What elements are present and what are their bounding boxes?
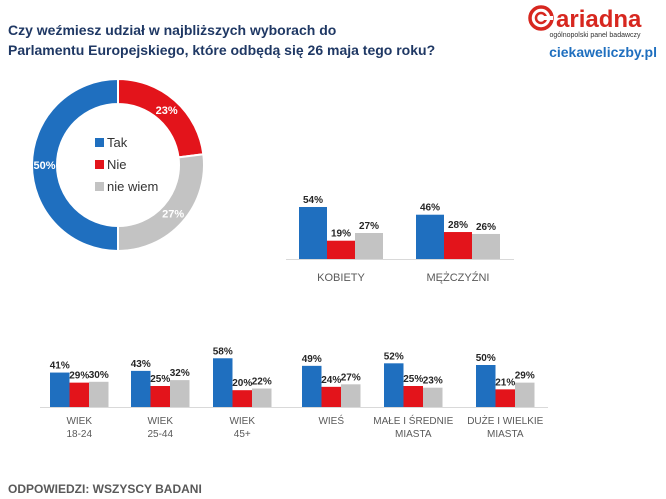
bar-label-mezczyzni-tak: 46% [420, 203, 440, 214]
bar-label-wies-nie-wiem: 27% [341, 372, 361, 383]
category-label-wiek-18-24-2: 18-24 [66, 429, 92, 440]
bar-label-wiek-45-tak: 58% [213, 346, 233, 357]
donut-legend: Tak Nie nie wiem [95, 135, 158, 194]
bar-male-i-srednie-miasta-nie-wiem [423, 387, 443, 407]
bar-kobiety-nie [327, 240, 355, 259]
ariadna-swirl-icon [528, 5, 554, 31]
legend-label-nie: Nie [107, 157, 127, 172]
bar-label-wies-nie: 24% [321, 375, 341, 386]
bar-male-i-srednie-miasta-tak [384, 363, 404, 407]
bar-label-wiek-25-44-tak: 43% [131, 359, 151, 370]
bar-label-wiek-45-nie-wiem: 22% [252, 377, 272, 388]
bar-label-wiek-18-24-nie: 29% [69, 371, 89, 382]
brand-tagline: ogólnopolski panel badawczy [549, 32, 641, 39]
bar-label-duze-i-wielkie-miasta-nie-wiem: 29% [515, 371, 535, 382]
bar-wiek-18-24-nie-wiem [89, 381, 109, 407]
bar-label-male-i-srednie-miasta-nie: 25% [403, 374, 423, 385]
donut-slice-nie-wiem [117, 153, 205, 253]
category-label-wiek-45-2: 45+ [234, 429, 251, 440]
bar-kobiety-nie-wiem [355, 232, 383, 259]
bar-label-duze-i-wielkie-miasta-tak: 50% [476, 353, 496, 364]
legend-swatch-nie-wiem [95, 182, 104, 191]
bar-male-i-srednie-miasta-nie [403, 386, 423, 407]
bar-label-wiek-45-nie: 20% [232, 378, 252, 389]
category-label-male-i-srednie-miasta-2: MIASTA [395, 429, 432, 440]
gender-bar-chart: 54% 19% 27% KOBIETY 46% 28% 26% MĘŻCZYŹNI [286, 195, 514, 284]
bar-mezczyzni-nie-wiem [472, 233, 500, 259]
bar-label-wies-tak: 49% [302, 354, 322, 365]
footer-note: ODPOWIEDZI: WSZYSCY BADANI [8, 482, 202, 496]
category-label-duze-i-wielkie-miasta-2: MIASTA [487, 429, 524, 440]
category-label-duze-i-wielkie-miasta-1: DUŻE I WIELKIE [467, 414, 543, 427]
bar-label-duze-i-wielkie-miasta-nie: 21% [495, 377, 515, 388]
bar-duze-i-wielkie-miasta-nie-wiem [515, 382, 535, 407]
category-label-wies: WIEŚ [318, 414, 344, 427]
bar-duze-i-wielkie-miasta-nie [495, 389, 515, 407]
bar-label-mezczyzni-nie-wiem: 26% [476, 222, 496, 233]
donut-label-nie: 23% [156, 105, 178, 117]
legend-swatch-tak [95, 138, 104, 147]
legend-swatch-nie [95, 160, 104, 169]
bar-wiek-18-24-tak [50, 372, 70, 407]
bar-label-male-i-srednie-miasta-tak: 52% [384, 351, 404, 362]
ariadna-logo: ariadna ogólnopolski panel badawczy [528, 5, 642, 39]
category-label-wiek-45-1: WIEK [229, 416, 255, 427]
title-line-2: Parlamentu Europejskiego, które odbędą s… [8, 42, 435, 58]
donut-slice-tak [31, 77, 119, 253]
category-label-male-i-srednie-miasta-1: MAŁE I ŚREDNIE [373, 414, 453, 427]
bar-label-kobiety-tak: 54% [303, 195, 323, 206]
bar-label-wiek-18-24-tak: 41% [50, 361, 70, 372]
category-label-kobiety: KOBIETY [317, 272, 365, 284]
title-line-1: Czy weźmiesz udział w najbliższych wybor… [8, 22, 336, 38]
bar-mezczyzni-tak [416, 214, 444, 259]
donut-slice-nie [117, 77, 205, 159]
bar-wiek-45-nie [232, 390, 252, 407]
bar-wiek-45-tak [213, 358, 233, 407]
bar-mezczyzni-nie [444, 232, 472, 259]
category-label-wiek-25-44-1: WIEK [147, 416, 173, 427]
bar-wiek-25-44-nie-wiem [170, 380, 190, 407]
category-label-mezczyzni: MĘŻCZYŹNI [427, 271, 490, 284]
donut-label-nie-wiem: 27% [162, 209, 184, 221]
donut-chart: 23% 27% 50% [31, 77, 205, 253]
bar-kobiety-tak [299, 206, 327, 259]
bar-wies-nie-wiem [341, 384, 361, 407]
bar-duze-i-wielkie-miasta-tak [476, 365, 496, 407]
legend-label-tak: Tak [107, 135, 128, 150]
bar-label-male-i-srednie-miasta-nie-wiem: 23% [423, 376, 443, 387]
site-url[interactable]: ciekaweliczby.pl [549, 44, 657, 60]
bar-wiek-25-44-tak [131, 370, 151, 407]
category-label-wiek-25-44-2: 25-44 [147, 429, 173, 440]
bar-label-wiek-25-44-nie-wiem: 32% [170, 368, 190, 379]
bar-label-mezczyzni-nie: 28% [448, 220, 468, 231]
brand-name: ariadna [556, 6, 642, 33]
category-label-wiek-18-24-1: WIEK [66, 416, 92, 427]
bar-wies-nie [321, 386, 341, 407]
bar-label-wiek-18-24-nie-wiem: 30% [89, 370, 109, 381]
bar-wiek-18-24-nie [69, 382, 89, 407]
bar-wies-tak [302, 365, 322, 407]
bar-wiek-25-44-nie [150, 386, 170, 407]
donut-label-tak: 50% [33, 160, 55, 172]
bar-wiek-45-nie-wiem [252, 388, 272, 407]
bar-label-wiek-25-44-nie: 25% [150, 374, 170, 385]
bar-label-kobiety-nie-wiem: 27% [359, 221, 379, 232]
bar-label-kobiety-nie: 19% [331, 229, 351, 240]
legend-label-nie-wiem: nie wiem [107, 179, 158, 194]
age-place-bar-chart: 41%29% 30%WIEK18-2443%25%32%WIEK25-4458%2… [40, 346, 548, 440]
